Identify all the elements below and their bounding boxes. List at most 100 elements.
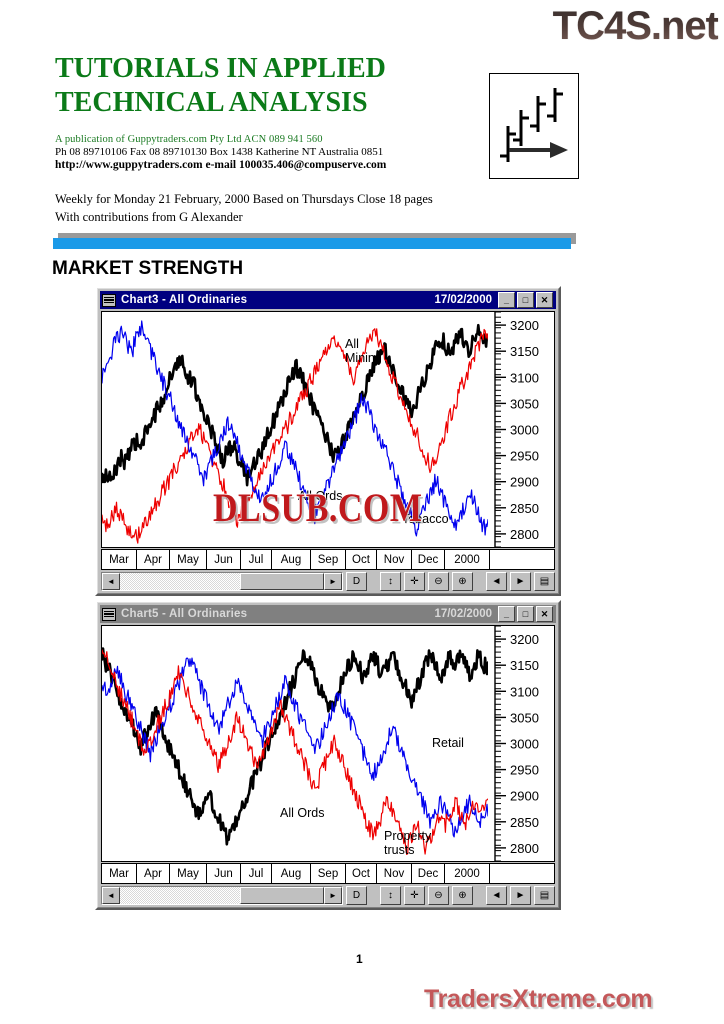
chart-toolbar-chart5[interactable]: ◄ ► D ↕ ✛ ⊖ ⊕ ◄ ► ▤: [101, 885, 555, 905]
scroll-left-arrow[interactable]: ◄: [102, 572, 120, 590]
titlebar-chart5[interactable]: Chart5 - All Ordinaries 17/02/2000 _ □ ✕: [100, 605, 556, 623]
month-axis-chart5: Mar Apr May Jun Jul Aug Sep Oct Nov Dec 2000: [101, 863, 555, 884]
scrollbar-thumb[interactable]: [240, 572, 324, 590]
page-title-line1: TUTORIALS IN APPLIED: [55, 53, 386, 84]
month-label-oct: Oct: [346, 550, 377, 569]
month-label-may: May: [170, 864, 207, 883]
blue-rule: [53, 238, 571, 249]
window-date-chart5: 17/02/2000: [434, 608, 492, 620]
month-label-jul: Jul: [241, 550, 272, 569]
chart-window-chart5[interactable]: Chart5 - All Ordinaries 17/02/2000 _ □ ✕…: [95, 600, 561, 910]
scroll-right-arrow[interactable]: ►: [324, 572, 342, 590]
next-chart-icon[interactable]: ►: [510, 885, 531, 905]
previous-chart-icon[interactable]: ◄: [486, 885, 507, 905]
window-title-chart3: Chart3 - All Ordinaries: [121, 294, 248, 306]
day-period-button[interactable]: D: [346, 571, 367, 591]
window-menu-icon[interactable]: [102, 607, 116, 621]
svg-text:3150: 3150: [510, 658, 539, 673]
month-label-dec: Dec: [412, 550, 445, 569]
vertical-scale-icon[interactable]: ↕: [380, 571, 401, 591]
month-axis-spacer: [490, 550, 554, 569]
scroll-right-arrow[interactable]: ►: [324, 886, 342, 904]
scrollbar-track[interactable]: [120, 886, 240, 904]
svg-text:2900: 2900: [510, 475, 539, 490]
month-label-jun: Jun: [207, 864, 241, 883]
close-button[interactable]: ✕: [536, 292, 553, 308]
svg-text:2800: 2800: [510, 527, 539, 542]
price-lines-chart5[interactable]: Retail All Ords Property trusts: [102, 626, 492, 861]
month-label-mar: Mar: [102, 550, 137, 569]
month-label-2000: 2000: [445, 550, 490, 569]
month-label-2000: 2000: [445, 864, 490, 883]
tradersxtreme-watermark: TradersXtreme.com: [423, 985, 653, 1014]
svg-text:3200: 3200: [510, 632, 539, 647]
month-label-aug: Aug: [272, 864, 311, 883]
scroll-left-arrow[interactable]: ◄: [102, 886, 120, 904]
series-label-all-mining: All Mining: [345, 337, 382, 365]
contact-line: Ph 08 89710106 Fax 08 89710130 Box 1438 …: [55, 146, 384, 158]
plot-area-chart5[interactable]: Retail All Ords Property trusts 2800 2850 29…: [101, 625, 555, 862]
zoom-in-icon[interactable]: ⊕: [452, 571, 473, 591]
maximize-button[interactable]: □: [517, 292, 534, 308]
month-label-sep: Sep: [311, 550, 346, 569]
web-contact-line[interactable]: http://www.guppytraders.com e-mail 10003…: [55, 159, 387, 171]
month-label-mar: Mar: [102, 864, 137, 883]
price-axis-chart5: 2800 2850 2900 2950 3000 3050 3100 3150 3200: [492, 626, 554, 861]
month-label-nov: Nov: [377, 550, 412, 569]
issue-line-1: Weekly for Monday 21 February, 2000 Base…: [55, 192, 433, 206]
zoom-in-icon[interactable]: ⊕: [452, 885, 473, 905]
vertical-scale-icon[interactable]: ↕: [380, 885, 401, 905]
bar-chart-arrow-logo-icon: [489, 73, 579, 179]
previous-chart-icon[interactable]: ◄: [486, 571, 507, 591]
svg-text:2850: 2850: [510, 501, 539, 516]
month-axis-spacer: [490, 864, 554, 883]
series-label-all-ords: All Ords: [280, 806, 325, 820]
section-heading: MARKET STRENGTH: [52, 258, 244, 279]
next-chart-icon[interactable]: ►: [510, 571, 531, 591]
tc4s-logo: TC4S.net: [552, 4, 719, 48]
svg-text:2950: 2950: [510, 449, 539, 464]
month-label-apr: Apr: [137, 864, 170, 883]
series-label-tobacco: Tobacco: [402, 512, 449, 526]
price-axis-chart3: 2800 2850 2900 2950 3000 3050 3100 3150 3200: [492, 312, 554, 547]
titlebar-chart3[interactable]: Chart3 - All Ordinaries 17/02/2000 _ □ ✕: [100, 291, 556, 309]
window-menu-icon[interactable]: [102, 293, 116, 307]
zoom-out-icon[interactable]: ⊖: [428, 571, 449, 591]
month-label-oct: Oct: [346, 864, 377, 883]
minimize-button[interactable]: _: [498, 606, 515, 622]
plot-area-chart3[interactable]: All Mining All Ords Tobacco 2800 2850 2900 29…: [101, 311, 555, 548]
month-label-dec: Dec: [412, 864, 445, 883]
svg-text:3050: 3050: [510, 710, 539, 725]
pan-move-icon[interactable]: ✛: [404, 571, 425, 591]
window-list-icon[interactable]: ▤: [534, 571, 555, 591]
scrollbar-thumb[interactable]: [240, 886, 324, 904]
svg-text:2850: 2850: [510, 815, 539, 830]
month-label-aug: Aug: [272, 550, 311, 569]
maximize-button[interactable]: □: [517, 606, 534, 622]
chart-toolbar-chart3[interactable]: ◄ ► D ↕ ✛ ⊖ ⊕ ◄ ► ▤: [101, 571, 555, 591]
window-list-icon[interactable]: ▤: [534, 885, 555, 905]
chart-window-chart3[interactable]: Chart3 - All Ordinaries 17/02/2000 _ □ ✕…: [95, 286, 561, 596]
month-label-may: May: [170, 550, 207, 569]
horizontal-scrollbar-chart5[interactable]: ◄ ►: [101, 885, 343, 905]
horizontal-scrollbar-chart3[interactable]: ◄ ►: [101, 571, 343, 591]
svg-text:3000: 3000: [510, 737, 539, 752]
month-label-nov: Nov: [377, 864, 412, 883]
series-label-retail: Retail: [432, 736, 464, 750]
month-label-sep: Sep: [311, 864, 346, 883]
month-label-jul: Jul: [241, 864, 272, 883]
minimize-button[interactable]: _: [498, 292, 515, 308]
svg-text:3100: 3100: [510, 370, 539, 385]
svg-text:3200: 3200: [510, 318, 539, 333]
price-lines-chart3[interactable]: All Mining All Ords Tobacco: [102, 312, 492, 547]
day-period-button[interactable]: D: [346, 885, 367, 905]
pan-move-icon[interactable]: ✛: [404, 885, 425, 905]
publisher-block: A publication of Guppytraders.com Pty Lt…: [55, 134, 485, 171]
month-label-jun: Jun: [207, 550, 241, 569]
scrollbar-track[interactable]: [120, 572, 240, 590]
close-button[interactable]: ✕: [536, 606, 553, 622]
svg-text:3100: 3100: [510, 684, 539, 699]
zoom-out-icon[interactable]: ⊖: [428, 885, 449, 905]
page-title: TUTORIALS IN APPLIED TECHNICAL ANALYSIS: [55, 52, 485, 120]
